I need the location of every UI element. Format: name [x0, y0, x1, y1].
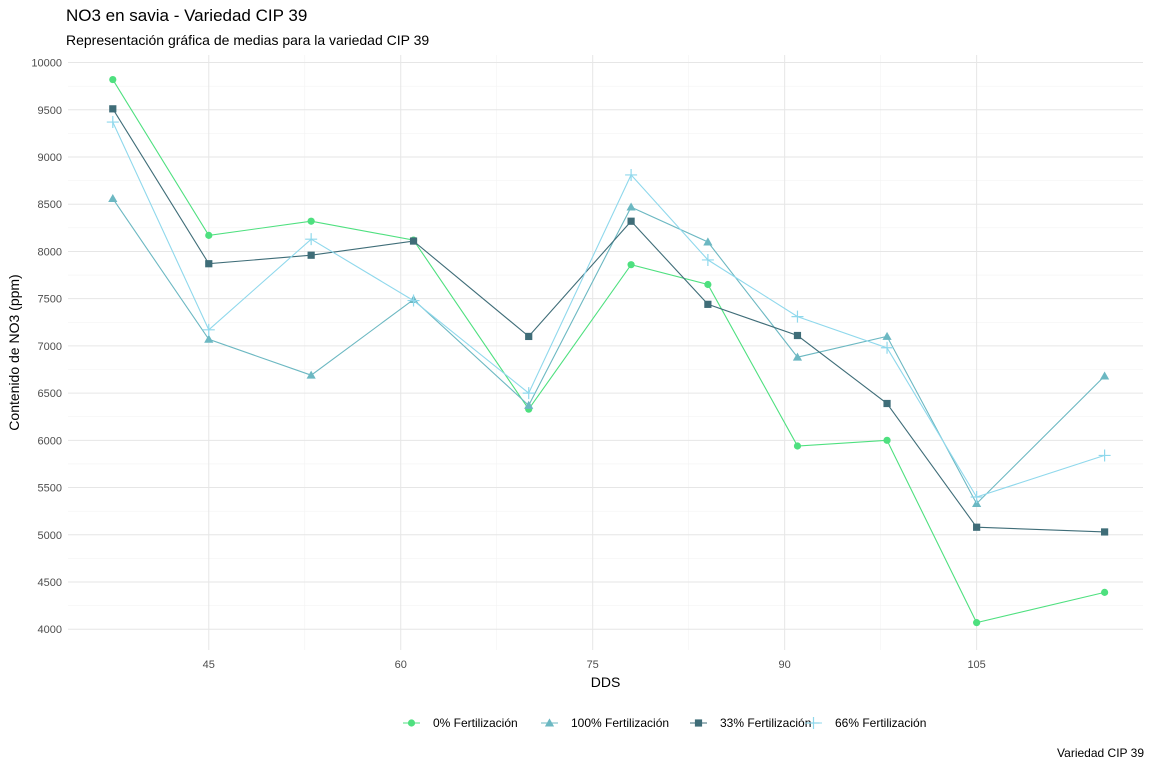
data-point — [205, 231, 213, 239]
data-point — [109, 105, 117, 113]
x-tick-label: 75 — [587, 659, 599, 671]
data-point — [305, 233, 318, 246]
y-tick-label: 9000 — [38, 152, 62, 164]
x-tick-label: 60 — [395, 659, 407, 671]
series-line — [112, 198, 1105, 505]
data-point — [793, 331, 802, 340]
y-tick-label: 10000 — [31, 58, 62, 70]
y-tick-label: 7000 — [38, 341, 62, 353]
chart-caption: Variedad CIP 39 — [1057, 746, 1144, 760]
axes: 4000 4500 5000 5500 6000 6500 7000 7500 8000 8500… — [31, 58, 985, 671]
data-point — [525, 332, 533, 341]
data-point — [972, 499, 982, 508]
data-point — [703, 237, 713, 246]
data-point — [1100, 371, 1110, 380]
data-point — [627, 217, 635, 225]
data-point — [522, 387, 535, 400]
y-tick-label: 5000 — [38, 530, 62, 542]
data-point — [307, 217, 315, 225]
grid-lines — [68, 55, 1143, 650]
data-point — [627, 261, 635, 269]
legend-key-marker — [544, 718, 555, 727]
series-triangle — [108, 193, 1110, 508]
data-point — [626, 202, 636, 211]
legend: 0% Fertilización 100% Fertilización 33% Fe… — [403, 716, 926, 730]
data-point — [970, 491, 983, 503]
data-point — [881, 341, 894, 354]
series-lines — [106, 75, 1111, 627]
y-tick-label: 7500 — [38, 294, 62, 306]
y-tick-label: 4000 — [38, 624, 62, 636]
data-point — [524, 400, 534, 409]
series-plus — [106, 116, 1111, 503]
data-point — [204, 334, 214, 343]
y-tick-label: 4500 — [38, 577, 62, 589]
chart-subtitle: Representación gráfica de medias para la… — [66, 32, 430, 48]
chart-title: NO3 en savia - Variedad CIP 39 — [66, 6, 308, 25]
x-axis-title: DDS — [591, 674, 621, 690]
legend-item: 33% Fertilización — [690, 716, 811, 730]
data-point — [1098, 449, 1111, 462]
data-point — [202, 323, 215, 336]
data-point — [307, 251, 315, 259]
y-axis-title: Contenido de NO3 (ppm) — [6, 274, 22, 430]
series-circle — [109, 75, 1109, 627]
data-point — [109, 75, 117, 84]
legend-key-marker — [407, 719, 416, 727]
data-point — [704, 280, 712, 289]
data-point — [306, 370, 316, 379]
legend-item: 0% Fertilización — [403, 716, 518, 730]
data-point — [625, 168, 638, 181]
data-point — [1101, 528, 1109, 536]
data-point — [407, 294, 420, 307]
legend-item: 100% Fertilización — [541, 716, 669, 730]
legend-label: 0% Fertilización — [433, 716, 518, 730]
y-tick-label: 5500 — [38, 483, 62, 495]
data-point — [205, 260, 213, 268]
y-tick-label: 8000 — [38, 246, 62, 258]
y-tick-label: 8500 — [38, 199, 62, 211]
legend-key-marker — [694, 719, 703, 727]
legend-key-marker — [807, 717, 820, 729]
series-line — [112, 108, 1105, 533]
data-point — [883, 436, 891, 444]
x-tick-label: 45 — [203, 659, 215, 671]
data-point — [701, 253, 714, 266]
data-point — [409, 237, 418, 245]
data-point — [704, 300, 712, 308]
data-point — [973, 619, 981, 627]
y-tick-label: 6000 — [38, 435, 62, 447]
data-point — [792, 352, 803, 361]
y-tick-label: 9500 — [38, 105, 62, 117]
data-point — [1101, 588, 1109, 596]
legend-label: 100% Fertilización — [571, 716, 669, 730]
data-point — [793, 442, 802, 450]
data-point — [973, 523, 981, 531]
legend-label: 66% Fertilización — [835, 716, 926, 730]
series-line — [112, 79, 1105, 624]
data-point — [108, 193, 118, 203]
x-tick-label: 90 — [779, 659, 791, 671]
y-tick-label: 6500 — [38, 388, 62, 400]
data-point — [106, 116, 119, 129]
data-point — [791, 310, 804, 323]
legend-label: 33% Fertilización — [720, 716, 811, 730]
series-square — [109, 105, 1109, 536]
x-tick-label: 105 — [967, 659, 985, 671]
data-point — [883, 399, 891, 408]
data-point — [882, 331, 892, 340]
legend-item: 66% Fertilización — [805, 716, 926, 730]
